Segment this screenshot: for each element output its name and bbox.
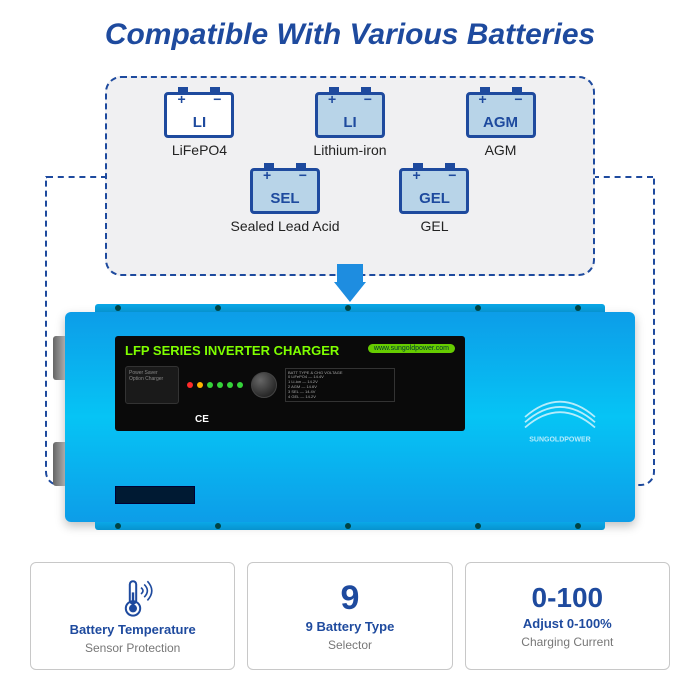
battery-row-2: SEL Sealed Lead Acid GEL GEL — [133, 168, 567, 234]
device-control-panel: LFP SERIES INVERTER CHARGER www.sungoldp… — [115, 336, 465, 431]
feature-subtitle: Sensor Protection — [85, 641, 180, 655]
status-led-icon — [207, 382, 213, 388]
battery-label: Sealed Lead Acid — [231, 218, 340, 234]
device-panel-title: LFP SERIES INVERTER CHARGER — [125, 343, 339, 358]
battery-label: LiFePO4 — [172, 142, 227, 158]
device-led-row — [187, 382, 243, 388]
status-led-icon — [187, 382, 193, 388]
battery-icon: LI — [315, 92, 385, 138]
feature-row: Battery Temperature Sensor Protection 9 … — [30, 562, 670, 670]
device-flange-bottom — [95, 522, 605, 530]
side-terminal — [53, 336, 65, 380]
battery-lithium-iron: LI Lithium-iron — [313, 92, 386, 158]
battery-icon: SEL — [250, 168, 320, 214]
feature-battery-temperature: Battery Temperature Sensor Protection — [30, 562, 235, 670]
sungoldpower-logo: SUNGOLDPOWER — [515, 382, 605, 452]
device-flange-top — [95, 304, 605, 312]
device-lcd-screen: Power SaverOption Charger — [125, 366, 179, 404]
inverter-device: LFP SERIES INVERTER CHARGER www.sungoldp… — [65, 312, 635, 522]
device-spec-table: BATT TYPE & CHG VOLTAGE0 LiFePO4 — 14.4V… — [285, 368, 395, 403]
feature-title: Adjust 0-100% — [523, 616, 612, 631]
device-status-lcd — [115, 486, 195, 504]
battery-label: Lithium-iron — [313, 142, 386, 158]
status-led-icon — [197, 382, 203, 388]
page-title: Compatible With Various Batteries — [105, 18, 595, 52]
battery-icon: GEL — [399, 168, 469, 214]
battery-sealed-lead-acid: SEL Sealed Lead Acid — [231, 168, 340, 234]
device-url-pill: www.sungoldpower.com — [368, 344, 455, 353]
side-terminal — [53, 442, 65, 486]
status-led-icon — [227, 382, 233, 388]
compatibility-diagram: LI LiFePO4 LI Lithium-iron AGM AGM SEL S… — [45, 76, 655, 536]
feature-charging-current: 0-100 Adjust 0-100% Charging Current — [465, 562, 670, 670]
feature-number: 0-100 — [532, 584, 604, 612]
battery-lifepo4: LI LiFePO4 — [164, 92, 234, 158]
ce-mark-icon: CE — [195, 414, 209, 425]
battery-label: AGM — [485, 142, 517, 158]
feature-title: 9 Battery Type — [306, 619, 395, 634]
feature-number: 9 — [341, 581, 360, 615]
feature-battery-types: 9 9 Battery Type Selector — [247, 562, 452, 670]
feature-title: Battery Temperature — [70, 622, 196, 637]
battery-icon: AGM — [466, 92, 536, 138]
battery-row-1: LI LiFePO4 LI Lithium-iron AGM AGM — [133, 92, 567, 158]
feature-subtitle: Selector — [328, 638, 372, 652]
thermometer-icon — [109, 578, 157, 618]
battery-icon: LI — [164, 92, 234, 138]
status-led-icon — [217, 382, 223, 388]
battery-types-box: LI LiFePO4 LI Lithium-iron AGM AGM SEL S… — [105, 76, 595, 276]
down-arrow-icon — [334, 282, 366, 302]
battery-agm: AGM AGM — [466, 92, 536, 158]
battery-label: GEL — [420, 218, 448, 234]
status-led-icon — [237, 382, 243, 388]
device-selector-knob — [251, 372, 277, 398]
feature-subtitle: Charging Current — [521, 635, 613, 649]
svg-text:SUNGOLDPOWER: SUNGOLDPOWER — [529, 437, 590, 444]
battery-gel: GEL GEL — [399, 168, 469, 234]
